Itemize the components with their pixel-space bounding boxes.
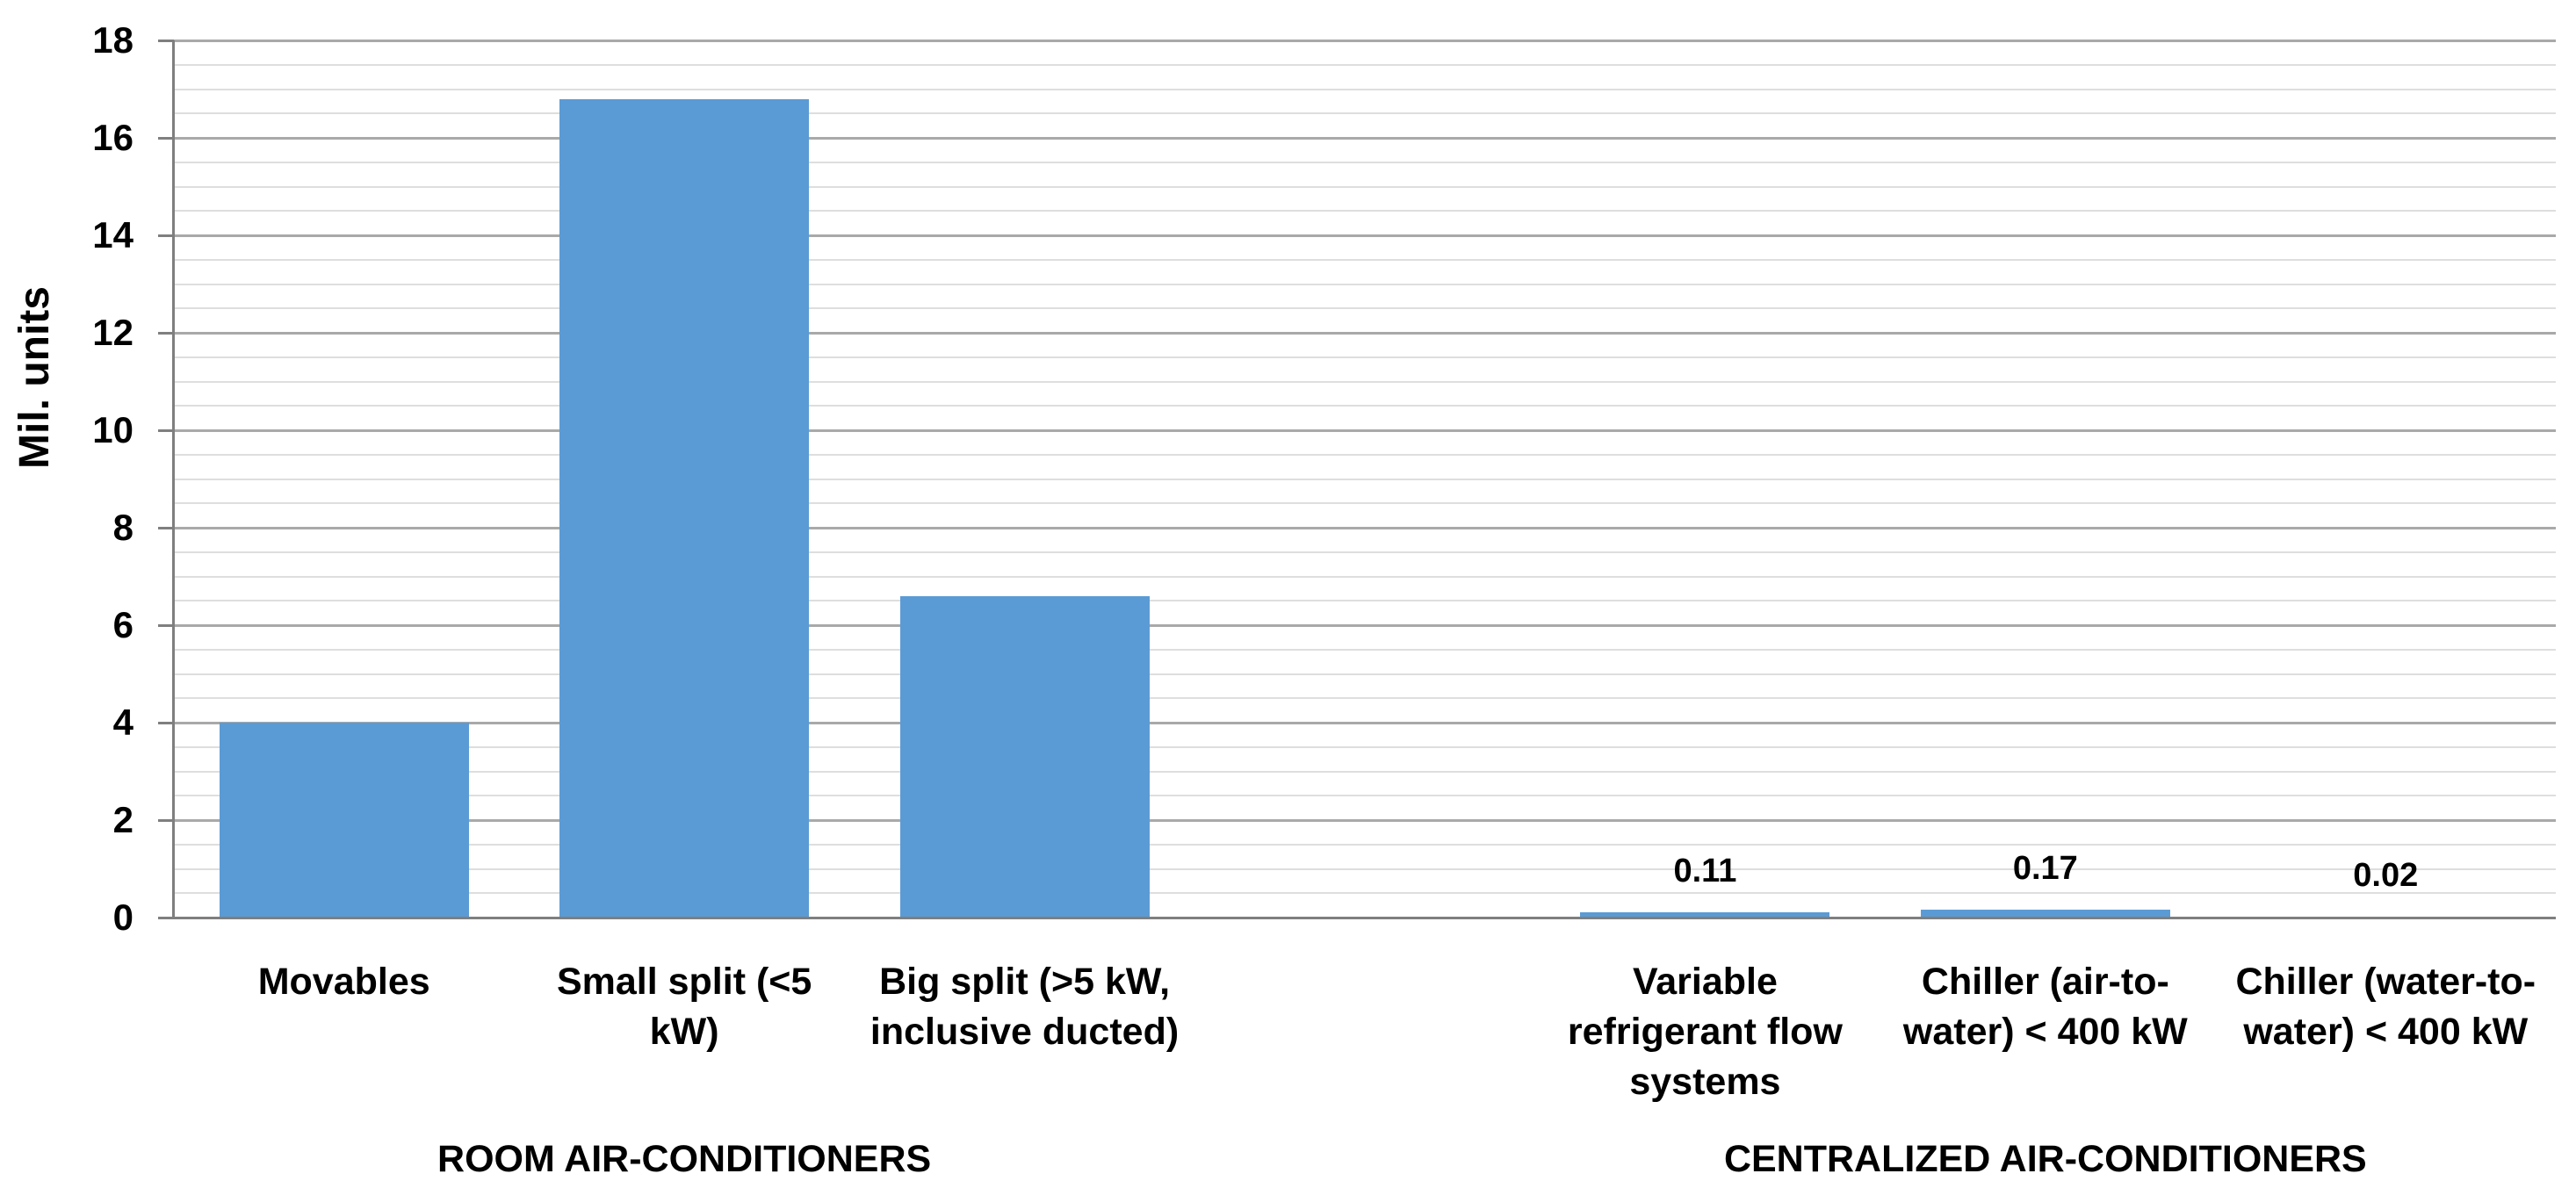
y-tick-label: 0 bbox=[112, 896, 133, 938]
minor-gridline bbox=[174, 453, 2556, 456]
y-tick-label: 2 bbox=[112, 799, 133, 840]
y-tick-label: 8 bbox=[112, 507, 133, 548]
category-label: Big split (>5 kW, inclusive ducted) bbox=[869, 961, 1180, 1053]
minor-gridline bbox=[174, 575, 2556, 578]
bar-big-split-5-kw-inclusive-ducted- bbox=[899, 595, 1150, 918]
y-axis-tick bbox=[158, 331, 174, 335]
y-axis-tick bbox=[158, 136, 174, 140]
data-label: 0.11 bbox=[1673, 852, 1737, 889]
y-tick-label: 12 bbox=[92, 312, 133, 353]
y-axis-tick bbox=[158, 526, 174, 529]
y-axis-tick bbox=[158, 234, 174, 237]
x-axis-line bbox=[172, 917, 2556, 919]
bar-small-split-5-kw- bbox=[559, 98, 810, 918]
minor-gridline bbox=[174, 673, 2556, 675]
minor-gridline bbox=[174, 795, 2556, 797]
minor-gridline bbox=[174, 892, 2556, 895]
y-axis-tick bbox=[158, 818, 174, 822]
data-label: 0.02 bbox=[2353, 856, 2419, 894]
minor-gridline bbox=[174, 283, 2556, 285]
major-gridline bbox=[174, 818, 2556, 822]
minor-gridline bbox=[174, 551, 2556, 553]
y-tick-label: 18 bbox=[92, 19, 133, 61]
y-tick-label: 4 bbox=[112, 702, 133, 743]
minor-gridline bbox=[174, 843, 2556, 846]
category-label: Movables bbox=[257, 961, 430, 1003]
y-tick-label: 14 bbox=[92, 214, 133, 256]
y-axis-tick bbox=[158, 916, 174, 919]
minor-gridline bbox=[174, 745, 2556, 748]
y-tick-label: 6 bbox=[112, 604, 133, 645]
minor-gridline bbox=[174, 405, 2556, 407]
minor-gridline bbox=[174, 88, 2556, 90]
minor-gridline bbox=[174, 600, 2556, 602]
major-gridline bbox=[174, 428, 2556, 432]
major-gridline bbox=[174, 136, 2556, 140]
category-label: Chiller (air-to- water) < 400 kW bbox=[1902, 961, 2188, 1053]
y-axis-tick bbox=[158, 428, 174, 432]
minor-gridline bbox=[174, 380, 2556, 383]
major-gridline bbox=[174, 331, 2556, 335]
minor-gridline bbox=[174, 502, 2556, 505]
major-gridline bbox=[174, 39, 2556, 42]
minor-gridline bbox=[174, 478, 2556, 480]
minor-gridline bbox=[174, 112, 2556, 115]
minor-gridline bbox=[174, 258, 2556, 261]
y-axis-line bbox=[172, 40, 175, 919]
minor-gridline bbox=[174, 648, 2556, 651]
category-label: Chiller (water-to- water) < 400 kW bbox=[2235, 961, 2536, 1053]
minor-gridline bbox=[174, 697, 2556, 700]
axis-group-label: ROOM AIR-CONDITIONERS bbox=[437, 1138, 932, 1180]
major-gridline bbox=[174, 526, 2556, 529]
minor-gridline bbox=[174, 307, 2556, 310]
bar-movables bbox=[219, 723, 469, 918]
y-tick-label: 16 bbox=[92, 117, 133, 158]
y-axis-tick bbox=[158, 623, 174, 627]
minor-gridline bbox=[174, 356, 2556, 358]
minor-gridline bbox=[174, 63, 2556, 66]
major-gridline bbox=[174, 721, 2556, 724]
minor-gridline bbox=[174, 770, 2556, 773]
major-gridline bbox=[174, 234, 2556, 237]
y-tick-label: 10 bbox=[92, 409, 133, 450]
major-gridline bbox=[174, 623, 2556, 627]
minor-gridline bbox=[174, 185, 2556, 188]
y-axis-tick bbox=[158, 39, 174, 42]
category-label: Small split (<5 kW) bbox=[556, 961, 812, 1053]
data-label: 0.17 bbox=[2012, 849, 2078, 887]
bar-variable-refrigerant-flow-systems bbox=[1580, 911, 1830, 918]
minor-gridline bbox=[174, 210, 2556, 212]
y-axis-tick bbox=[158, 721, 174, 724]
axis-group-label: CENTRALIZED AIR-CONDITIONERS bbox=[1723, 1138, 2367, 1180]
category-label: Variable refrigerant flow systems bbox=[1567, 961, 1843, 1103]
minor-gridline bbox=[174, 868, 2556, 870]
minor-gridline bbox=[174, 161, 2556, 163]
bar-chiller-air-to-water-400-kw bbox=[1920, 909, 2170, 918]
